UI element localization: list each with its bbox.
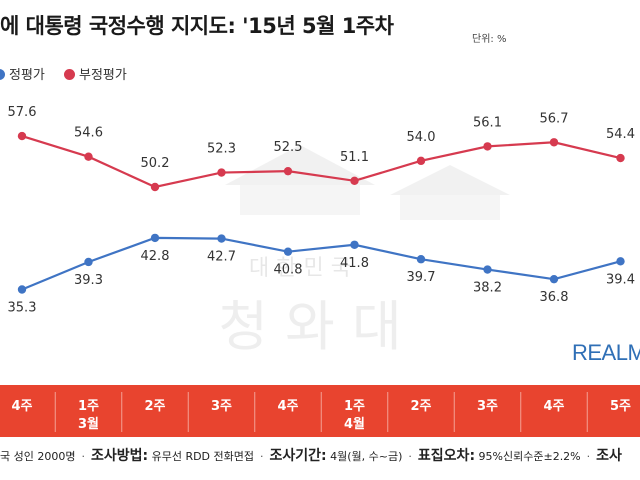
x-tick-label: 4주 [277, 399, 298, 414]
legend-item-disapproval: 부정평가 [64, 64, 127, 83]
legend-dot-approval [0, 69, 5, 80]
survey-field-value: 국 성인 2000명 [0, 450, 76, 463]
x-month-label: 3월 [78, 416, 99, 432]
data-label: 54.0 [407, 130, 436, 145]
legend-item-approval: 정평가 [0, 64, 45, 83]
data-point [84, 257, 93, 267]
data-label: 38.2 [473, 281, 502, 296]
survey-field-label: 표집오차: [417, 448, 476, 464]
data-point [616, 153, 625, 163]
x-tick-label: 3주 [477, 399, 498, 414]
survey-info: 국 성인 2000명 · 조사방법: 유무선 RDD 전화면접 · 조사기간: 4월(월… [0, 445, 640, 465]
data-point [17, 131, 27, 141]
x-tick-label: 3주 [211, 399, 232, 414]
data-label: 36.8 [540, 290, 569, 305]
svg-text:대 한 민 국: 대 한 민 국 [249, 256, 351, 281]
data-label: 57.6 [8, 105, 37, 120]
series-line-0 [21, 135, 621, 189]
svg-text:청 와 대: 청 와 대 [218, 295, 401, 358]
unit-label: 단위: % [472, 34, 507, 45]
data-point [616, 257, 625, 266]
survey-field-value: 4월(월, 수~금) [326, 450, 403, 463]
chart-title: 에 대통령 국정수행 지지도: '15년 5월 1주차 [0, 14, 394, 38]
data-label: 35.3 [8, 301, 37, 316]
separator: · [586, 450, 591, 463]
survey-field-label: 조사방법: [90, 448, 149, 464]
x-tick-label: 1주 [78, 399, 99, 414]
data-point [483, 142, 492, 151]
series-line-1 [21, 236, 621, 291]
data-label: 51.1 [340, 150, 369, 165]
data-label: 56.1 [473, 115, 502, 130]
data-label: 54.6 [74, 126, 103, 141]
legend-dot-disapproval [64, 69, 75, 80]
data-point [350, 176, 359, 185]
data-point [549, 274, 559, 284]
data-point [217, 168, 226, 177]
data-label: 39.3 [74, 273, 103, 288]
watermark-emblem: 대 한 민 국 청 와 대 [218, 145, 510, 358]
separator: · [408, 450, 412, 463]
x-tick-label: 1주 [344, 399, 365, 414]
data-label: 52.3 [207, 142, 236, 157]
data-label: 39.7 [407, 270, 436, 285]
data-point [483, 265, 492, 274]
separator: · [260, 450, 264, 463]
survey-field-value: 유무선 RDD 전화면접 [148, 450, 255, 463]
legend-label-approval: 정평가 [9, 68, 45, 83]
x-month-label: 4월 [344, 416, 365, 432]
data-point [416, 255, 426, 264]
data-label: 42.7 [207, 250, 236, 265]
data-label: 40.8 [274, 263, 303, 278]
data-label: 39.4 [606, 272, 635, 287]
realmeter-logo: REALM [572, 340, 640, 365]
x-tick-label: 4주 [11, 399, 32, 414]
data-point [283, 166, 293, 176]
survey-field-label: 조사 [596, 448, 622, 464]
data-point [150, 233, 160, 243]
data-point [150, 182, 160, 192]
survey-field-value: 95%신뢰수준±2.2% [475, 450, 581, 463]
data-label: 52.5 [274, 140, 303, 155]
data-point [283, 247, 293, 256]
separator: · [81, 450, 85, 463]
data-point [549, 138, 559, 147]
data-label: 54.4 [606, 127, 635, 142]
data-point [17, 285, 27, 294]
data-label: 41.8 [340, 256, 369, 271]
data-point [217, 234, 226, 243]
data-label: 56.7 [540, 111, 569, 126]
data-point [84, 152, 93, 161]
x-axis-band [0, 385, 640, 437]
x-tick-label: 5주 [610, 399, 631, 414]
data-label: 50.2 [141, 156, 170, 171]
x-tick-label: 2주 [410, 399, 431, 414]
data-label: 42.8 [141, 249, 170, 264]
data-point [350, 240, 359, 249]
x-tick-label: 2주 [144, 399, 165, 414]
data-point [416, 156, 426, 166]
x-tick-label: 4주 [543, 399, 564, 414]
survey-field-label: 조사기간: [269, 448, 327, 464]
legend-label-disapproval: 부정평가 [79, 68, 127, 83]
